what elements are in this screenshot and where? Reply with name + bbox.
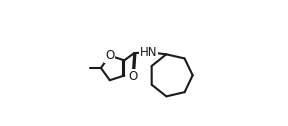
Text: O: O — [105, 49, 114, 62]
Text: O: O — [128, 70, 138, 83]
Text: HN: HN — [140, 46, 157, 59]
